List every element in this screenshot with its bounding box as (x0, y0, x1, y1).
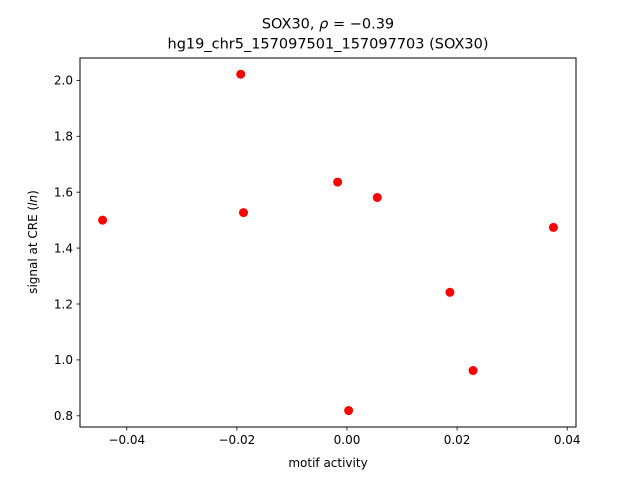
data-point (548, 222, 558, 232)
data-point (344, 406, 354, 416)
x-tick-label: 0.02 (444, 433, 471, 447)
y-axis-ticks: 0.8 1.0 1.2 1.4 1.6 1.8 2.0 (54, 74, 80, 423)
chart-title-line2: hg19_chr5_157097501_157097703 (SOX30) (168, 37, 489, 53)
y-tick-label: 1.6 (54, 185, 73, 199)
plot-area-frame (79, 57, 577, 428)
y-tick-label: 1.0 (54, 353, 73, 367)
y-tick-label: 1.4 (54, 241, 73, 255)
data-points (98, 69, 558, 416)
x-tick-label: 0.04 (554, 433, 581, 447)
x-axis-label: motif activity (288, 456, 367, 470)
y-tick-label: 1.8 (54, 130, 73, 144)
data-point (238, 208, 248, 218)
x-tick-label: −0.04 (108, 433, 145, 447)
x-tick-label: −0.02 (219, 433, 256, 447)
data-point (372, 192, 382, 202)
data-point (468, 366, 478, 376)
y-tick-label: 0.8 (54, 409, 73, 423)
y-tick-label: 1.2 (54, 297, 73, 311)
data-point (236, 69, 246, 79)
x-tick-label: 0.00 (334, 433, 361, 447)
data-point (445, 287, 455, 297)
data-point (333, 177, 343, 187)
y-axis-label: signal at CRE (ln) (26, 190, 40, 294)
data-point (98, 215, 108, 225)
x-axis-ticks: −0.04 −0.02 0.00 0.02 0.04 (108, 427, 581, 447)
chart-title-line1: SOX30, ρ = −0.39 (262, 17, 394, 33)
y-tick-label: 2.0 (54, 74, 73, 88)
